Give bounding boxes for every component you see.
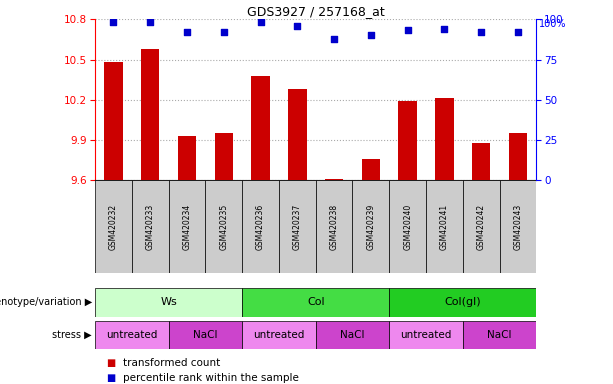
Text: untreated: untreated <box>400 330 452 340</box>
Point <box>219 29 229 35</box>
Text: NaCl: NaCl <box>193 330 218 340</box>
Bar <box>95 321 169 349</box>
Bar <box>426 180 463 273</box>
Bar <box>389 288 536 317</box>
Point <box>256 19 265 25</box>
Text: untreated: untreated <box>106 330 158 340</box>
Bar <box>316 180 352 273</box>
Bar <box>215 134 233 180</box>
Text: Col(gl): Col(gl) <box>444 297 481 308</box>
Text: GSM420243: GSM420243 <box>514 204 522 250</box>
Text: stress ▶: stress ▶ <box>52 330 92 340</box>
Bar <box>398 101 417 180</box>
Text: transformed count: transformed count <box>123 358 220 368</box>
Bar <box>242 288 389 317</box>
Text: GSM420235: GSM420235 <box>219 204 228 250</box>
Bar <box>463 321 536 349</box>
Bar <box>205 180 242 273</box>
Bar <box>325 179 343 180</box>
Text: GSM420238: GSM420238 <box>330 204 338 250</box>
Text: GSM420241: GSM420241 <box>440 204 449 250</box>
Bar <box>389 180 426 273</box>
Text: 100%: 100% <box>539 19 567 29</box>
Bar <box>95 180 132 273</box>
Bar <box>352 180 389 273</box>
Text: GSM420240: GSM420240 <box>403 204 412 250</box>
Text: Col: Col <box>307 297 324 308</box>
Point <box>182 29 192 35</box>
Point <box>145 19 155 25</box>
Point <box>440 26 449 32</box>
Point <box>403 27 413 33</box>
Bar <box>251 76 270 180</box>
Text: Ws: Ws <box>160 297 177 308</box>
Bar <box>242 180 279 273</box>
Point <box>476 29 486 35</box>
Point <box>513 29 523 35</box>
Bar <box>178 136 196 180</box>
Bar <box>95 288 242 317</box>
Bar <box>242 321 316 349</box>
Text: GSM420239: GSM420239 <box>367 204 375 250</box>
Text: genotype/variation ▶: genotype/variation ▶ <box>0 297 92 308</box>
Bar <box>463 180 500 273</box>
Bar <box>104 62 123 180</box>
Bar <box>169 180 205 273</box>
Bar <box>141 49 159 180</box>
Bar <box>389 321 463 349</box>
Text: GSM420242: GSM420242 <box>477 204 485 250</box>
Point <box>292 23 302 29</box>
Text: GSM420236: GSM420236 <box>256 204 265 250</box>
Text: GSM420232: GSM420232 <box>109 204 118 250</box>
Bar <box>509 134 527 180</box>
Text: NaCl: NaCl <box>487 330 512 340</box>
Point <box>329 35 339 41</box>
Text: GSM420233: GSM420233 <box>146 204 154 250</box>
Text: ■: ■ <box>107 358 120 368</box>
Text: percentile rank within the sample: percentile rank within the sample <box>123 373 299 383</box>
Bar <box>132 180 169 273</box>
Bar <box>288 89 306 180</box>
Text: ■: ■ <box>107 373 120 383</box>
Bar <box>500 180 536 273</box>
Text: untreated: untreated <box>253 330 305 340</box>
Bar <box>472 143 490 180</box>
Text: GSM420234: GSM420234 <box>183 204 191 250</box>
Bar <box>362 159 380 180</box>
Bar <box>435 98 454 180</box>
Point <box>366 32 376 38</box>
Bar <box>169 321 242 349</box>
Point <box>109 19 118 25</box>
Text: GSM420237: GSM420237 <box>293 204 302 250</box>
Bar <box>279 180 316 273</box>
Text: NaCl: NaCl <box>340 330 365 340</box>
Title: GDS3927 / 257168_at: GDS3927 / 257168_at <box>247 5 384 18</box>
Bar <box>316 321 389 349</box>
